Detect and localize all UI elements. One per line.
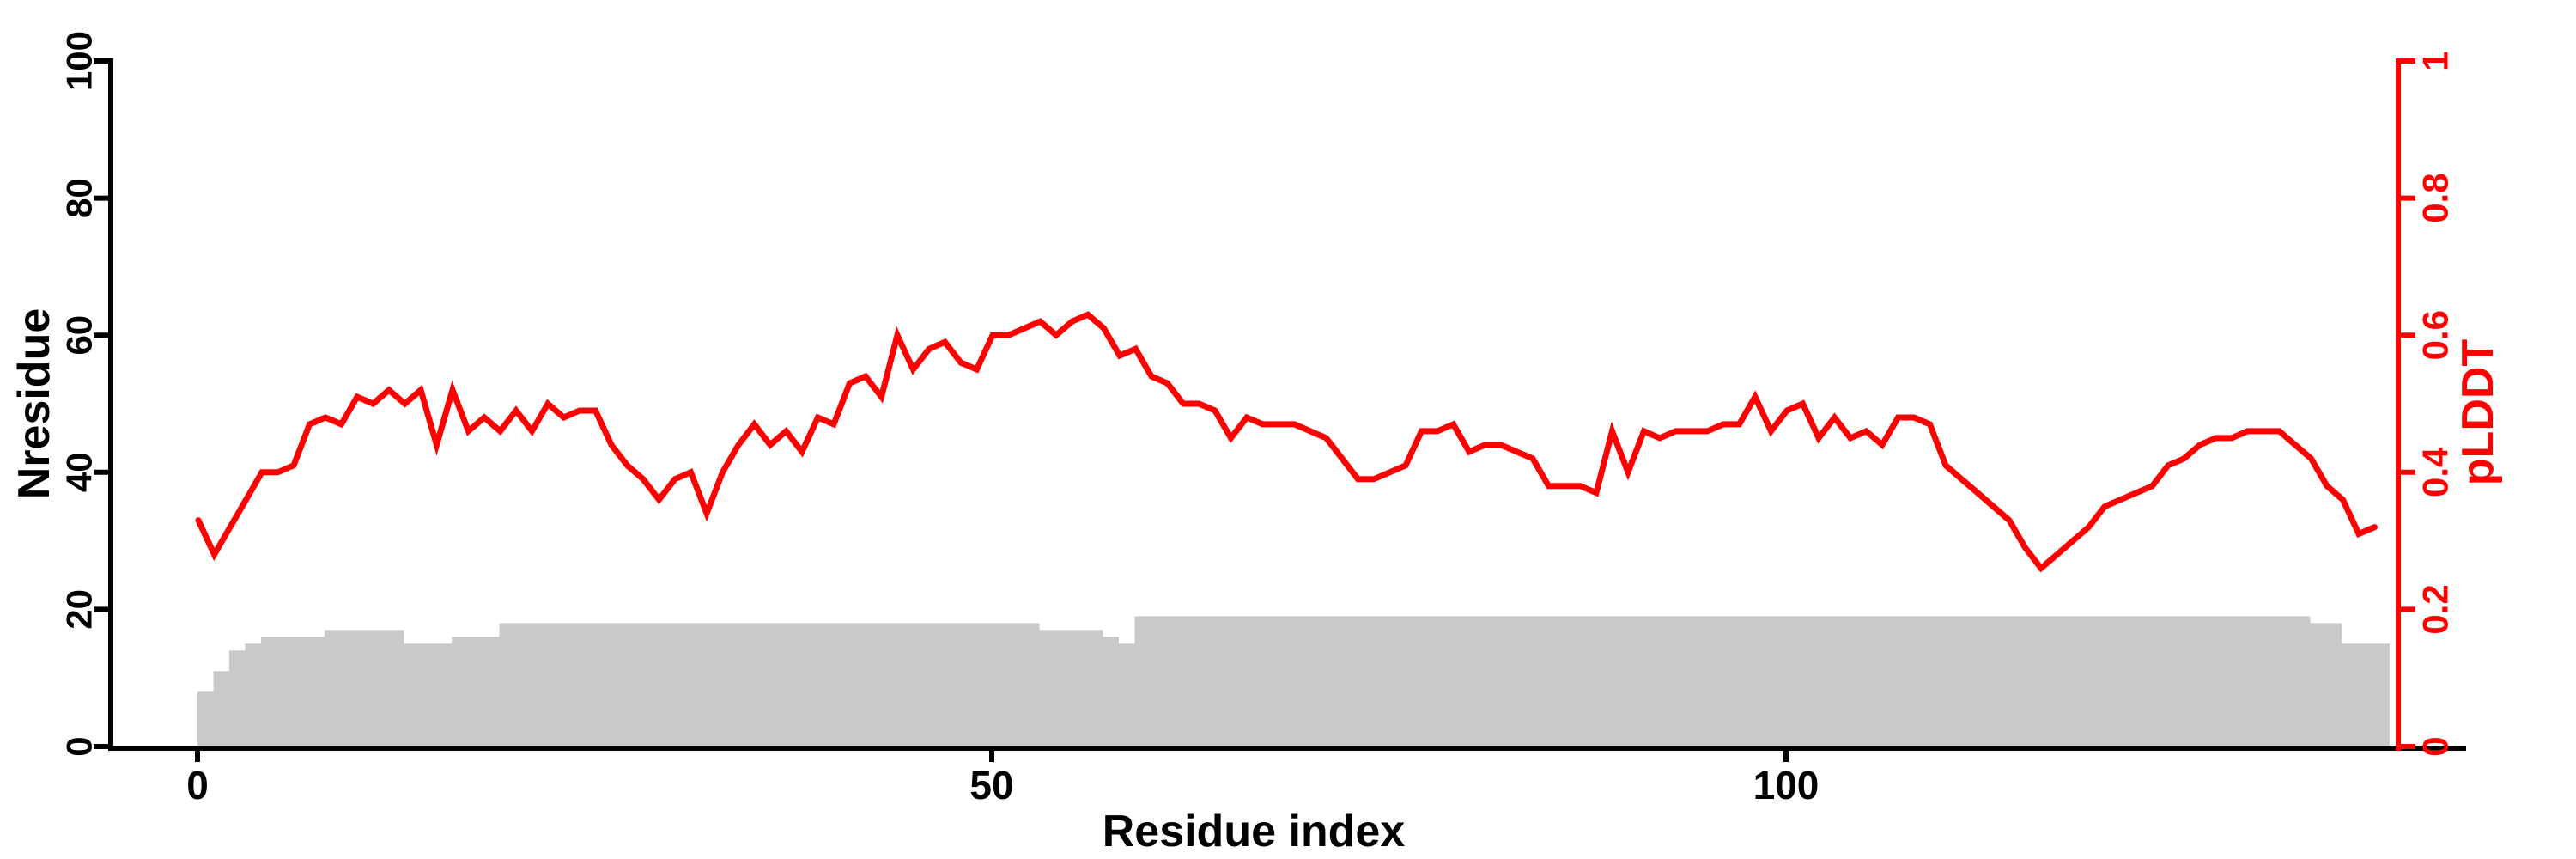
right-tick-label: 0.4 <box>2415 447 2456 497</box>
left-tick-label: 100 <box>59 31 100 91</box>
left-tick-label: 60 <box>59 315 100 356</box>
right-tick-label: 0.8 <box>2415 173 2456 222</box>
left-tick-label: 80 <box>59 178 100 218</box>
right-tick-label: 0.6 <box>2415 310 2456 360</box>
right-tick-label: 0 <box>2415 736 2456 756</box>
x-tick-label: 0 <box>186 763 209 807</box>
right-tick-label: 1 <box>2415 51 2456 70</box>
x-tick-label: 100 <box>1753 763 1820 807</box>
x-axis-title: Residue index <box>1102 807 1406 856</box>
plddt-line <box>195 311 2378 573</box>
nresidue-bars <box>197 616 2390 746</box>
left-axis-title: Nresidue <box>9 308 59 500</box>
left-tick-label: 20 <box>59 589 100 630</box>
right-axis-title: pLDDT <box>2453 338 2503 486</box>
left-tick-label: 0 <box>59 736 100 756</box>
x-tick-label: 50 <box>969 763 1013 807</box>
right-tick-label: 0.2 <box>2415 584 2456 634</box>
left-tick-label: 40 <box>59 452 100 492</box>
